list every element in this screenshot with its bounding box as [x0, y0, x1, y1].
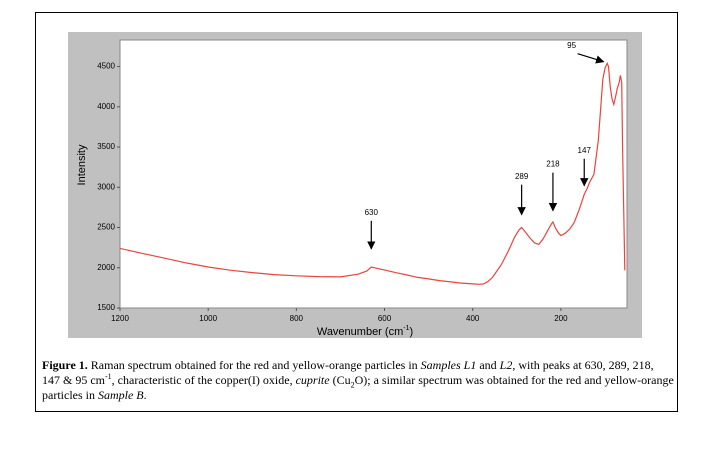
caption-text: and	[476, 358, 500, 372]
caption-text: O); a similar spectrum was obtained for …	[42, 373, 674, 402]
y-tick-label: 2500	[97, 223, 115, 232]
caption-italic: L2	[499, 358, 513, 372]
caption-italic: Sample B	[97, 388, 144, 402]
x-tick-label: 400	[466, 314, 480, 323]
y-tick-label: 4500	[97, 62, 115, 71]
x-tick-label: 600	[378, 314, 392, 323]
caption-text: .	[143, 388, 147, 402]
x-tick-label: 1200	[111, 314, 129, 323]
x-tick-label: 1000	[199, 314, 217, 323]
annotation-arrow	[577, 53, 605, 64]
annotation-label: 95	[567, 41, 576, 50]
caption-text: , characteristic of the copper(I) oxide,	[111, 373, 296, 387]
y-tick-label: 1500	[97, 303, 115, 312]
caption-text: , with peaks at 630, 289, 218, 147 & 95 …	[42, 358, 654, 387]
caption: Figure 1. Raman spectrum obtained for th…	[42, 358, 674, 403]
y-axis-label: Intensity	[76, 144, 88, 185]
x-axis-label: Wavenumber (cm-1)	[317, 325, 413, 338]
y-tick-label: 3500	[97, 142, 115, 151]
annotation-label: 630	[365, 208, 379, 217]
caption-italic: Samples L1	[420, 358, 477, 372]
caption-sub: 2	[350, 380, 355, 390]
x-tick-label: 800	[290, 314, 304, 323]
y-tick-label: 4000	[97, 102, 115, 111]
annotation-label: 289	[515, 172, 529, 181]
annotation-label: 218	[546, 160, 560, 169]
x-tick-label: 200	[554, 314, 568, 323]
y-tick-label: 2000	[97, 263, 115, 272]
plot-area	[119, 39, 628, 309]
spectrum-line	[119, 61, 626, 285]
x-axis-label-sup: -1	[403, 325, 409, 332]
caption-label: Figure 1.	[42, 358, 88, 372]
caption-italic: cuprite	[295, 373, 330, 387]
y-tick-label: 3000	[97, 182, 115, 191]
frame	[35, 12, 678, 412]
annotation-label: 147	[578, 146, 592, 155]
caption-text: Raman spectrum obtained for the red and …	[87, 358, 421, 372]
caption-text: (Cu	[329, 373, 351, 387]
x-axis-label-end: )	[409, 326, 413, 338]
caption-sup: -1	[105, 372, 112, 381]
x-axis-label-text: Wavenumber (cm	[317, 326, 403, 338]
